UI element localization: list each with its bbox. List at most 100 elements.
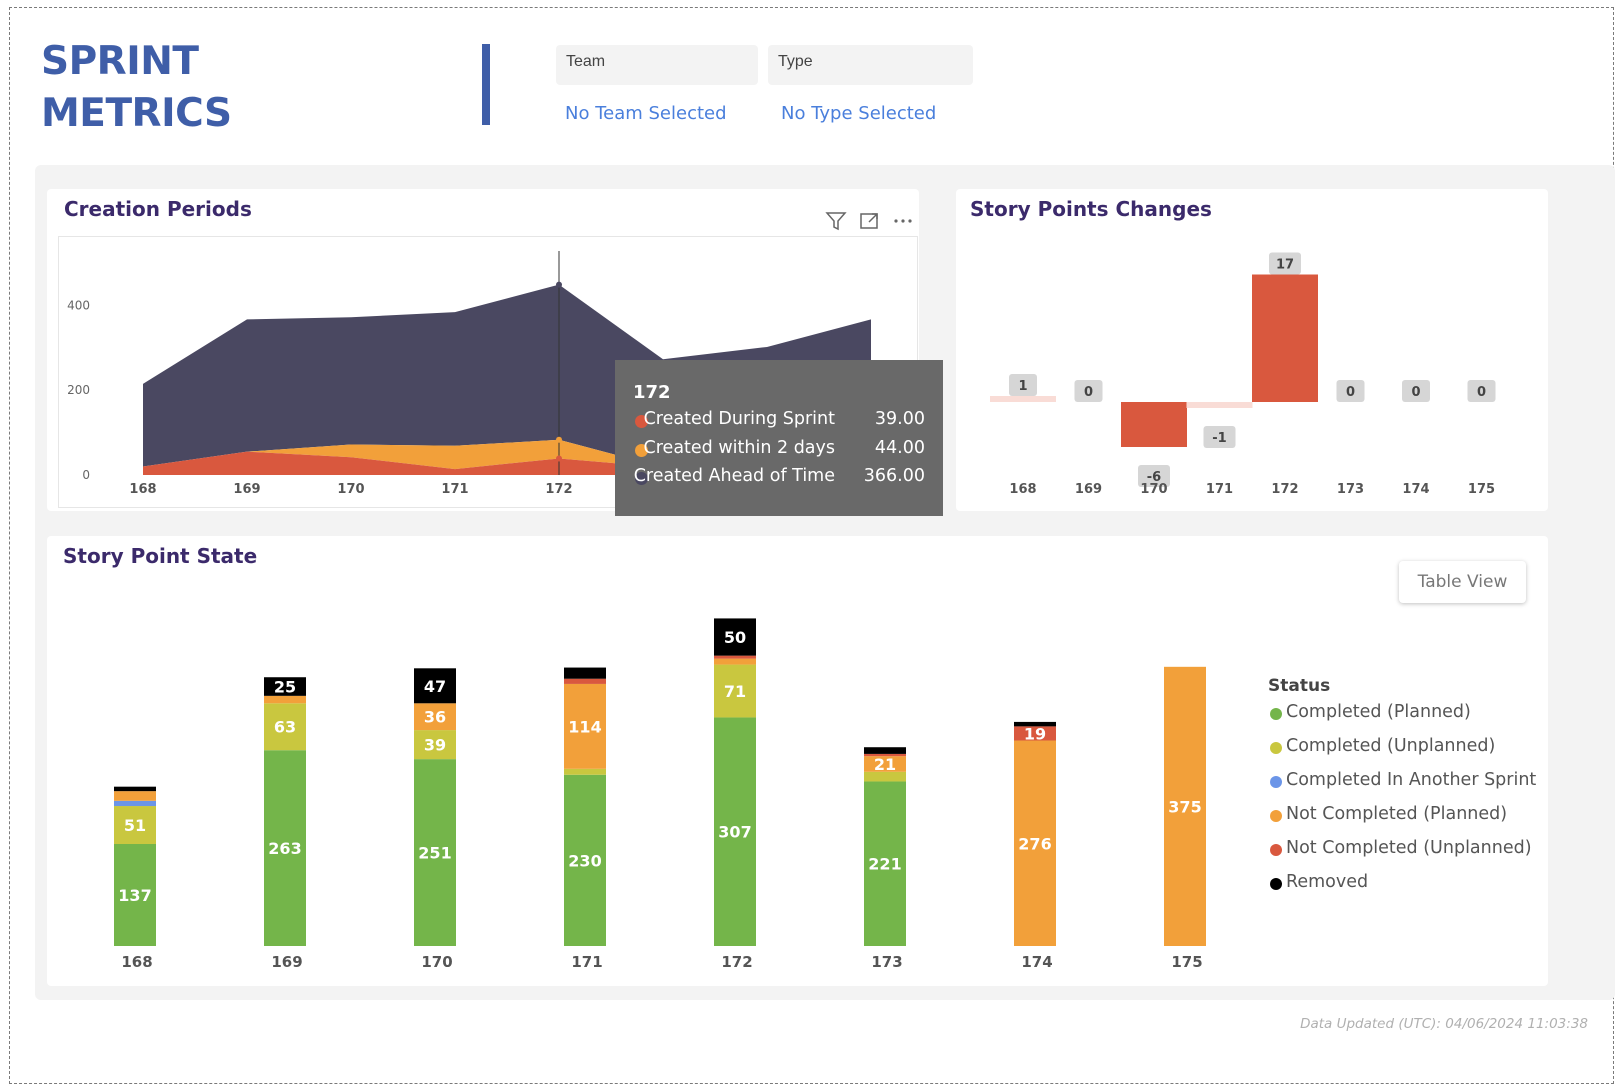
stacked-bar-segment[interactable] — [714, 658, 756, 665]
data-label: 251 — [418, 844, 451, 863]
data-label: -1 — [1212, 431, 1226, 446]
legend-item[interactable]: Removed — [1268, 872, 1536, 906]
x-tick-label: 169 — [233, 482, 260, 497]
legend-item[interactable]: Completed (Planned) — [1268, 702, 1536, 736]
legend-label: Completed (Unplanned) — [1286, 736, 1496, 756]
legend-item[interactable]: Not Completed (Planned) — [1268, 804, 1536, 838]
stacked-bar-segment[interactable] — [564, 774, 606, 946]
data-label: 263 — [268, 839, 301, 858]
stacked-bar-segment[interactable] — [864, 747, 906, 754]
creation-periods-title: Creation Periods — [64, 197, 252, 221]
stacked-bar-segment[interactable] — [264, 695, 306, 704]
data-label: 51 — [124, 816, 146, 835]
stacked-bar-segment[interactable] — [114, 806, 156, 845]
legend-item[interactable]: Not Completed (Unplanned) — [1268, 838, 1536, 872]
filter-icon[interactable] — [825, 212, 847, 231]
x-tick-label: 168 — [121, 953, 152, 971]
data-label-bg — [1269, 252, 1301, 275]
waterfall-bar[interactable] — [990, 396, 1056, 402]
stacked-bar-segment[interactable] — [864, 756, 906, 772]
data-label: 50 — [724, 628, 746, 647]
title-line-2: METRICS — [41, 91, 232, 136]
legend-dot — [1270, 810, 1282, 822]
data-label: 17 — [1276, 258, 1294, 273]
data-label-bg — [1467, 380, 1496, 402]
area-series-created-within-2-days[interactable] — [143, 439, 871, 470]
stacked-bar-segment[interactable] — [414, 668, 456, 704]
x-tick-label: 172 — [545, 482, 572, 497]
stacked-bar-segment[interactable] — [1014, 740, 1056, 946]
x-tick-label: 172 — [1271, 482, 1298, 497]
data-label: 375 — [1168, 797, 1201, 816]
stacked-bar-segment[interactable] — [114, 844, 156, 946]
tooltip-series-value: 44.00 — [874, 437, 925, 458]
x-tick-label: 170 — [1140, 482, 1167, 497]
team-slicer[interactable]: Team — [556, 45, 758, 85]
stacked-bar-segment[interactable] — [864, 753, 906, 757]
tooltip-row: Created Ahead of Time 366.00 — [633, 466, 925, 495]
more-options-icon[interactable] — [894, 219, 912, 223]
legend-item[interactable]: Completed (Unplanned) — [1268, 736, 1536, 770]
x-tick-label: 170 — [337, 482, 364, 497]
data-updated-timestamp: Data Updated (UTC): 04/06/2024 11:03:38 — [1300, 1016, 1588, 1032]
creation-periods-chart[interactable]: 0200400168169170171172173174175 — [58, 236, 918, 508]
stacked-bar-segment[interactable] — [864, 781, 906, 946]
story-point-state-title: Story Point State — [63, 544, 258, 568]
stacked-bar-segment[interactable] — [564, 683, 606, 769]
visual-header-icons — [825, 212, 912, 231]
stacked-bar-segment[interactable] — [564, 678, 606, 684]
stacked-bar-segment[interactable] — [114, 786, 156, 792]
status-legend: Status Completed (Planned) Completed (Unp… — [1268, 676, 1536, 906]
type-slicer[interactable]: Type — [768, 45, 973, 85]
x-tick-label: 174 — [1021, 953, 1052, 971]
chart-tooltip: 172 Created During Sprint 39.00 Created wi… — [615, 360, 943, 516]
x-tick-label: 175 — [1171, 953, 1202, 971]
stacked-bar-segment[interactable] — [714, 664, 756, 718]
hover-point — [556, 281, 562, 288]
type-slicer-value[interactable]: No Type Selected — [781, 103, 937, 124]
hover-point — [556, 436, 562, 443]
stacked-bar-segment[interactable] — [864, 771, 906, 782]
data-label: 39 — [424, 736, 446, 755]
legend-item[interactable]: Completed In Another Sprint — [1268, 770, 1536, 804]
story-point-state-chart[interactable]: 137 51 168 263 63 25 169 251 39 36 47 170 230 114 171 3… — [60, 600, 1250, 980]
focus-mode-icon[interactable] — [860, 213, 878, 229]
data-label-bg — [1074, 380, 1103, 402]
data-label: 47 — [424, 677, 446, 696]
stacked-bar-segment[interactable] — [564, 667, 606, 679]
data-label-bg — [1336, 380, 1365, 402]
table-view-button[interactable]: Table View — [1399, 561, 1526, 603]
x-tick-label: 169 — [1075, 482, 1102, 497]
waterfall-bar[interactable] — [1121, 402, 1187, 447]
data-label-bg — [1009, 374, 1037, 396]
waterfall-bar[interactable] — [1252, 274, 1318, 403]
stacked-bar-segment[interactable] — [114, 791, 156, 801]
waterfall-bar[interactable] — [1186, 402, 1253, 408]
stacked-bar-segment[interactable] — [714, 618, 756, 656]
data-label: 114 — [568, 717, 601, 736]
stacked-bar-segment[interactable] — [264, 703, 306, 751]
team-slicer-value[interactable]: No Team Selected — [565, 103, 727, 124]
stacked-bar-segment[interactable] — [114, 800, 156, 807]
legend-label: Completed (Planned) — [1286, 702, 1471, 722]
stacked-bar-segment[interactable] — [1014, 721, 1056, 727]
stacked-bar-segment[interactable] — [414, 703, 456, 731]
stacked-bar-segment[interactable] — [1014, 726, 1056, 741]
stacked-bar-segment[interactable] — [714, 717, 756, 946]
x-tick-label: 174 — [1402, 482, 1429, 497]
stacked-bar-segment[interactable] — [1164, 666, 1206, 946]
x-tick-label: 171 — [1206, 482, 1233, 497]
x-tick-label: 171 — [571, 953, 602, 971]
x-tick-label: 169 — [271, 953, 302, 971]
data-label: 0 — [1084, 385, 1093, 400]
x-tick-label: 170 — [421, 953, 452, 971]
x-tick-label: 168 — [1009, 482, 1036, 497]
stacked-bar-segment[interactable] — [414, 759, 456, 946]
data-label: 221 — [868, 855, 901, 874]
stacked-bar-segment[interactable] — [714, 655, 756, 659]
stacked-bar-segment[interactable] — [414, 730, 456, 760]
stacked-bar-segment[interactable] — [264, 677, 306, 696]
stacked-bar-segment[interactable] — [564, 768, 606, 775]
stacked-bar-segment[interactable] — [264, 750, 306, 946]
